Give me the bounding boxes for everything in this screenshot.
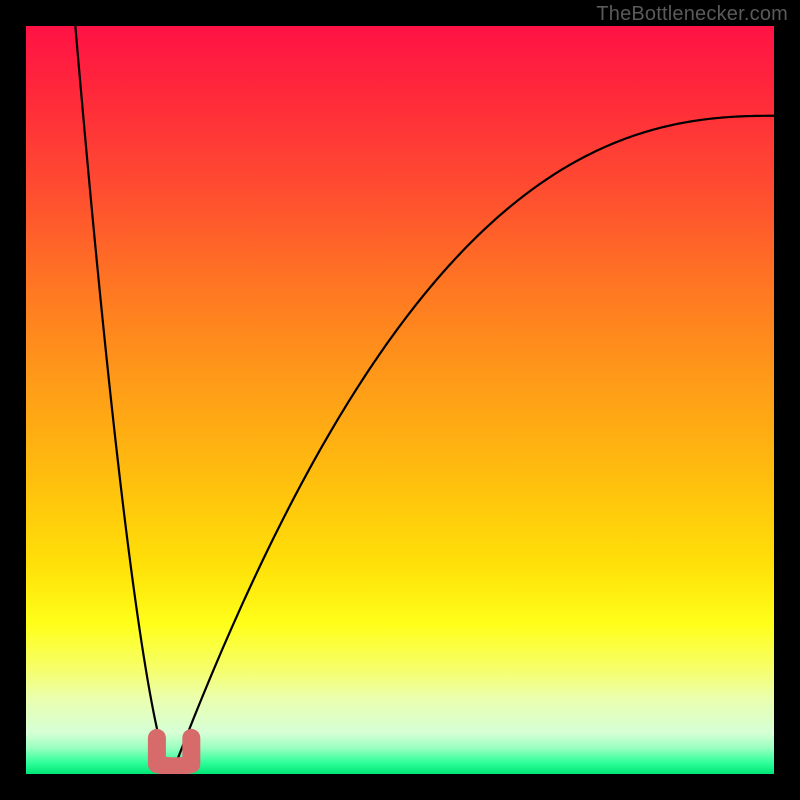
chart-svg [0,0,800,800]
bottleneck-chart: TheBottlenecker.com [0,0,800,800]
watermark-text: TheBottlenecker.com [596,3,788,26]
plot-background-gradient [26,26,774,774]
